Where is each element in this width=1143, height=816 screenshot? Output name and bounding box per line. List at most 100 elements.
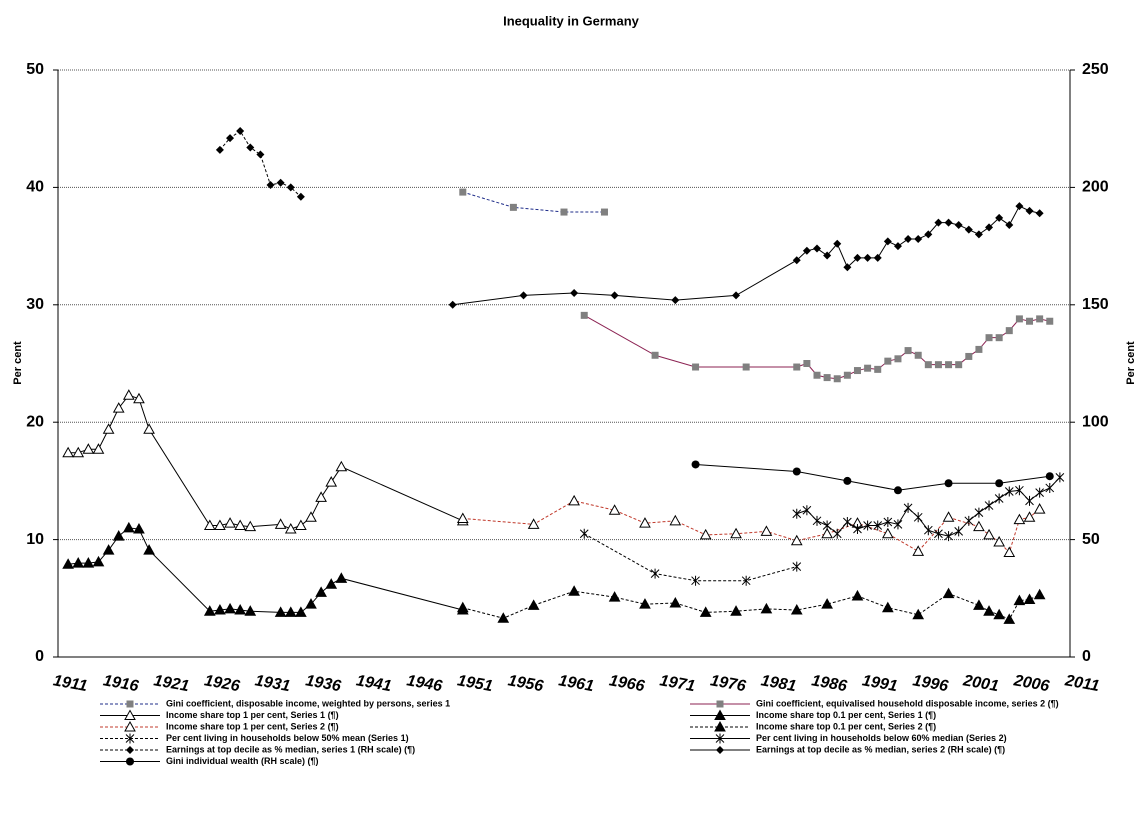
marker xyxy=(527,599,540,610)
marker xyxy=(792,256,801,265)
legend-marker xyxy=(716,746,724,754)
x-tick-label: 1941 xyxy=(355,672,393,695)
marker xyxy=(286,183,295,192)
marker xyxy=(944,531,953,542)
y2-tick-label: 100 xyxy=(1082,413,1109,430)
marker xyxy=(335,460,348,472)
marker xyxy=(923,525,933,536)
marker xyxy=(994,493,1004,504)
marker xyxy=(964,515,974,526)
marker xyxy=(215,145,224,154)
marker xyxy=(692,363,700,371)
legend-label: Income share top 0.1 per cent, Series 1 … xyxy=(756,710,936,720)
series-line xyxy=(452,205,1040,306)
marker xyxy=(974,507,984,518)
marker xyxy=(699,606,712,617)
marker xyxy=(236,127,245,136)
x-tick-label: 1946 xyxy=(405,672,443,695)
marker xyxy=(1045,472,1054,481)
x-tick-label: 1951 xyxy=(456,672,494,695)
marker xyxy=(732,291,741,300)
marker xyxy=(881,601,894,613)
marker xyxy=(234,604,247,615)
marker xyxy=(983,528,995,540)
legend-label: Income share top 0.1 per cent, Series 2 … xyxy=(756,721,936,731)
legend-marker xyxy=(124,720,136,732)
marker xyxy=(821,527,833,539)
y2-tick-label: 200 xyxy=(1082,179,1109,196)
legend-marker xyxy=(714,709,726,720)
marker xyxy=(1013,513,1026,525)
marker xyxy=(448,300,457,309)
marker xyxy=(985,223,994,232)
marker xyxy=(266,181,275,190)
marker xyxy=(851,589,864,601)
marker xyxy=(244,520,257,532)
marker xyxy=(335,572,348,583)
marker xyxy=(296,192,305,201)
legend-label: Income share top 1 per cent, Series 1 (¶… xyxy=(166,710,339,720)
y2-tick-label: 0 xyxy=(1082,648,1091,665)
marker xyxy=(812,515,822,526)
x-tick-label: 2006 xyxy=(1012,672,1051,695)
marker xyxy=(793,363,801,371)
marker xyxy=(1046,317,1054,325)
marker xyxy=(459,188,467,196)
marker xyxy=(853,524,862,535)
marker xyxy=(942,511,955,522)
marker xyxy=(760,602,773,614)
marker xyxy=(82,443,95,454)
marker xyxy=(942,587,955,599)
y-tick-label: 40 xyxy=(26,179,44,196)
marker xyxy=(315,491,327,502)
x-tick-label: 2011 xyxy=(1063,672,1101,695)
marker xyxy=(691,575,700,586)
x-tick-label: 1921 xyxy=(152,672,190,695)
x-tick-label: 1976 xyxy=(709,672,747,695)
marker xyxy=(295,519,307,531)
marker xyxy=(874,365,882,373)
marker xyxy=(639,598,651,609)
marker xyxy=(315,586,327,597)
legend-marker xyxy=(716,700,724,708)
marker xyxy=(691,460,700,469)
marker xyxy=(560,208,568,216)
legend-marker xyxy=(126,700,134,708)
marker xyxy=(742,363,750,371)
y-tick-label: 30 xyxy=(26,296,44,313)
marker xyxy=(203,519,216,531)
marker xyxy=(226,134,235,143)
marker xyxy=(1055,472,1065,483)
marker xyxy=(813,244,821,253)
marker xyxy=(881,527,894,539)
marker xyxy=(944,479,953,488)
marker xyxy=(1023,593,1036,604)
marker xyxy=(295,606,307,617)
marker xyxy=(843,263,852,272)
marker xyxy=(82,557,95,568)
marker xyxy=(833,375,841,383)
marker xyxy=(864,364,872,372)
marker xyxy=(995,479,1004,488)
marker xyxy=(276,178,285,187)
marker xyxy=(325,578,338,589)
marker xyxy=(853,253,862,262)
series-line xyxy=(68,394,464,530)
marker xyxy=(568,585,580,596)
marker xyxy=(993,608,1006,620)
marker xyxy=(143,423,155,434)
marker xyxy=(284,523,297,534)
marker xyxy=(509,203,517,211)
chart-title: Inequality in Germany xyxy=(503,13,640,28)
x-tick-label: 1936 xyxy=(304,672,342,695)
marker xyxy=(1023,511,1036,522)
x-tick-label: 1971 xyxy=(658,672,696,695)
legend-label: Per cent living in households below 50% … xyxy=(166,733,409,743)
marker xyxy=(143,544,155,555)
marker xyxy=(203,605,216,616)
marker xyxy=(669,514,682,526)
marker xyxy=(519,291,528,300)
x-tick-label: 1926 xyxy=(203,672,241,695)
marker xyxy=(72,557,85,568)
marker xyxy=(964,225,973,234)
